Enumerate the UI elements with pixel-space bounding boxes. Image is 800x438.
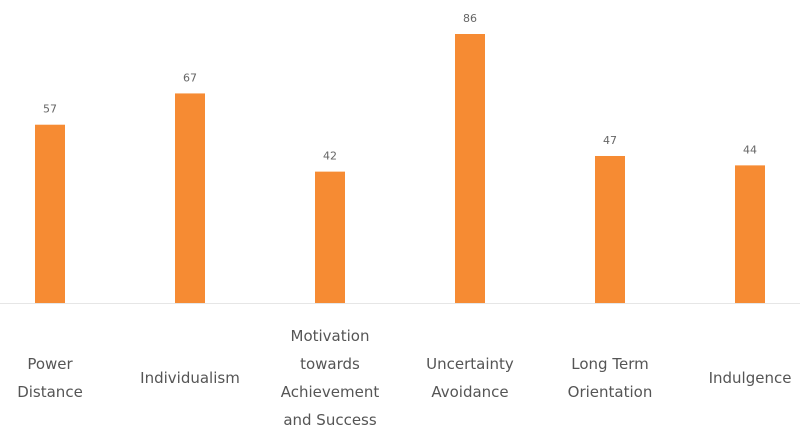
data-label: 42 — [323, 150, 337, 163]
bar — [175, 93, 205, 303]
x-tick-label: Power Distance — [0, 350, 120, 406]
x-tick-label-line: Power — [27, 355, 73, 373]
bar — [315, 171, 345, 303]
bar — [455, 34, 485, 303]
x-tick-label-line: Uncertainty — [426, 355, 514, 373]
x-tick-label-line: and Success — [283, 411, 377, 429]
x-tick-label: Motivation towards Achievement and Success — [260, 322, 400, 434]
x-tick-label-line: Indulgence — [708, 369, 792, 387]
data-label: 86 — [463, 12, 477, 25]
data-label: 47 — [603, 134, 617, 147]
x-tick-label-line: Long Term — [571, 355, 649, 373]
data-label: 67 — [183, 71, 197, 84]
x-tick-label: Indulgence — [680, 364, 800, 392]
x-tick-label-line: Individualism — [140, 369, 240, 387]
data-label: 57 — [43, 103, 57, 116]
bar — [35, 124, 65, 303]
bar — [735, 165, 765, 303]
data-label: 44 — [743, 143, 757, 156]
bar — [595, 155, 625, 303]
x-tick-label: Uncertainty Avoidance — [400, 350, 540, 406]
x-tick-label-line: Orientation — [567, 383, 653, 401]
x-tick-label: Long Term Orientation — [540, 350, 680, 406]
x-tick-label-line: Avoidance — [431, 383, 509, 401]
x-tick-label-line: towards — [300, 355, 360, 373]
x-tick-label-line: Achievement — [280, 383, 380, 401]
x-tick-label: Individualism — [120, 364, 260, 392]
x-tick-label-line: Distance — [17, 383, 83, 401]
x-tick-label-line: Motivation — [290, 327, 370, 345]
